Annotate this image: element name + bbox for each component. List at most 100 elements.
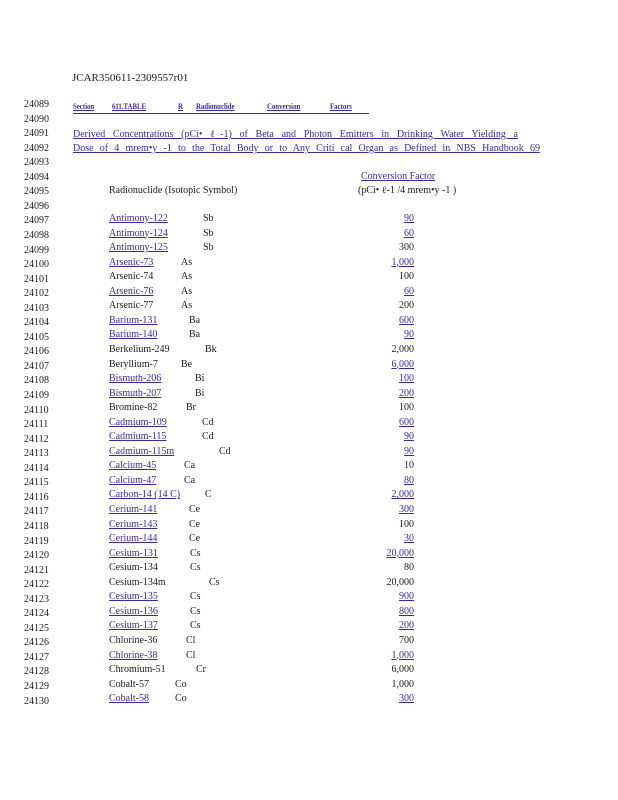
- isotopic-symbol: Sb: [203, 227, 214, 239]
- conversion-factor-value: 200: [399, 620, 414, 632]
- line-number: 24092: [24, 142, 49, 154]
- radionuclide-name: Antimony-122: [109, 213, 168, 224]
- conversion-factor-value: 600: [399, 314, 414, 326]
- radionuclide-name: Cerium-143: [109, 518, 158, 530]
- line-number: 24097: [24, 215, 49, 227]
- conversion-factor-value: 700: [399, 634, 414, 646]
- line-number: 24105: [24, 331, 49, 343]
- conversion-factor-value: 300: [399, 504, 414, 515]
- line-number: 24096: [24, 200, 49, 212]
- conversion-factor-value: 800: [399, 605, 414, 617]
- line-number: 24106: [24, 346, 49, 358]
- conversion-factor-value: 6,000: [391, 358, 415, 370]
- conversion-factor-value: 100: [399, 373, 414, 385]
- line-number: 24107: [24, 360, 49, 372]
- radionuclide-name: Bromine-82: [109, 402, 158, 414]
- radionuclide-name: Antimony-124: [109, 227, 168, 239]
- isotopic-symbol: Br: [186, 402, 196, 414]
- radionuclide-name: Cadmium-109: [109, 416, 167, 428]
- conversion-factor-value: 30: [404, 533, 414, 545]
- radionuclide-name: Cadmium-115: [109, 431, 167, 443]
- line-number: 24122: [24, 579, 49, 591]
- isotopic-symbol: Ce: [189, 518, 201, 530]
- line-number: 24115: [24, 477, 49, 489]
- line-number: 24112: [24, 433, 49, 445]
- conversion-factor-value: 90: [404, 431, 414, 443]
- document-id: JCAR350611-2309557r01: [72, 72, 189, 84]
- line-number: 24114: [24, 462, 49, 474]
- isotopic-symbol: Cd: [202, 416, 214, 428]
- radionuclide-name: Chlorine-38: [109, 649, 158, 661]
- isotopic-symbol: Cs: [190, 562, 201, 574]
- radionuclide-name: Chlorine-36: [109, 634, 158, 646]
- isotopic-symbol: Bi: [195, 387, 205, 399]
- conversion-factor-value: 6,000: [391, 664, 415, 676]
- conversion-label: Conversion: [267, 102, 301, 111]
- line-number: 24094: [24, 171, 49, 183]
- conversion-factor-value: 80: [404, 562, 414, 574]
- conversion-factor-value: 20,000: [386, 576, 415, 588]
- isotopic-symbol: Sb: [203, 213, 214, 224]
- line-number: 24110: [24, 404, 49, 416]
- isotopic-symbol: Cd: [202, 431, 214, 443]
- conversion-factor-value: 300: [399, 693, 414, 705]
- line-number: 24129: [24, 681, 49, 692]
- line-number: 24130: [24, 695, 49, 707]
- line-number: 24126: [24, 637, 49, 649]
- line-number: 24113: [24, 448, 49, 460]
- radionuclide-name: Cerium-144: [109, 533, 158, 545]
- conversion-factor-value: 1,000: [391, 649, 415, 661]
- radionuclide-name: Calcium-47: [109, 474, 157, 486]
- isotopic-symbol: Ce: [189, 533, 201, 545]
- header-underline: [73, 113, 369, 114]
- radionuclide-name: Cobalt-57: [109, 678, 149, 690]
- isotopic-symbol: Co: [175, 693, 187, 705]
- isotopic-symbol: Ca: [184, 474, 196, 486]
- radionuclide-name: Cesium-134: [109, 562, 158, 574]
- factors-label: Factors: [330, 102, 352, 111]
- isotopic-symbol: Sb: [203, 242, 214, 254]
- radionuclide-name: Cadmium-115m: [109, 445, 175, 457]
- radionuclide-name: Cesium-137: [109, 620, 158, 632]
- radionuclide-name: Antimony-125: [109, 242, 168, 254]
- line-number: 24104: [24, 317, 49, 329]
- line-number: 24093: [24, 157, 49, 169]
- radionuclide-name: Cobalt-58: [109, 693, 149, 705]
- line-number: 24091: [24, 128, 49, 140]
- line-number: 24124: [24, 608, 49, 620]
- conversion-factor-value: 600: [399, 416, 414, 428]
- line-number: 24108: [24, 375, 49, 387]
- radionuclide-name: Bismuth-207: [109, 387, 162, 399]
- radionuclide-name: Cesium-131: [109, 547, 158, 559]
- radionuclide-name: Arsenic-77: [109, 300, 154, 312]
- isotopic-symbol: Bk: [205, 343, 217, 355]
- isotopic-symbol: Cs: [190, 547, 201, 559]
- radionuclide-name: Cesium-134m: [109, 576, 166, 588]
- line-number: 24101: [24, 273, 49, 285]
- radionuclide-name: Arsenic-73: [109, 256, 154, 268]
- radionuclide-name: Cesium-135: [109, 591, 158, 603]
- isotopic-symbol: Cl: [186, 634, 196, 646]
- conversion-factor-value: 10: [404, 460, 414, 472]
- isotopic-symbol: As: [181, 271, 193, 283]
- radionuclide-name: Arsenic-74: [109, 271, 154, 283]
- isotopic-symbol: Bi: [195, 373, 205, 385]
- conversion-factor-value: 60: [404, 227, 414, 239]
- radionuclide-name: Barium-131: [109, 314, 158, 326]
- units-header: (pCi• ℓ-1 /4 mrem•y -1 ): [358, 185, 457, 196]
- r-label: R: [178, 102, 183, 111]
- line-number: 24102: [24, 288, 49, 300]
- conversion-factor-value: 2,000: [391, 343, 415, 355]
- isotopic-symbol: Cs: [190, 591, 201, 603]
- conversion-factor-value: 1,000: [391, 256, 415, 268]
- line-number: 24125: [24, 622, 49, 634]
- radionuclide-name: Carbon-14 (14 C): [109, 489, 181, 501]
- line-number: 24099: [24, 244, 49, 256]
- isotopic-symbol: Co: [175, 678, 187, 690]
- conversion-factor-value: 200: [399, 387, 414, 399]
- conversion-factor-value: 200: [399, 300, 414, 312]
- isotopic-symbol: Ce: [189, 504, 201, 515]
- table-title-line-2: Dose of 4 mrem•y -1 to the Total Body or…: [73, 143, 540, 154]
- isotopic-symbol: As: [181, 300, 193, 312]
- conversion-factor-value: 100: [399, 518, 414, 530]
